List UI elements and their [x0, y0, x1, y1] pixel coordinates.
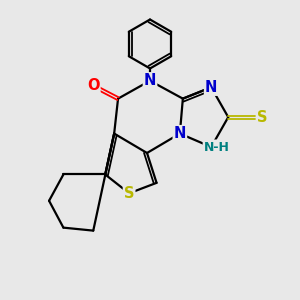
- Text: N: N: [174, 126, 186, 141]
- Text: O: O: [87, 78, 100, 93]
- Text: N: N: [144, 73, 156, 88]
- Text: S: S: [257, 110, 268, 125]
- Text: S: S: [124, 186, 134, 201]
- Text: N: N: [205, 80, 217, 95]
- Text: N-H: N-H: [204, 140, 230, 154]
